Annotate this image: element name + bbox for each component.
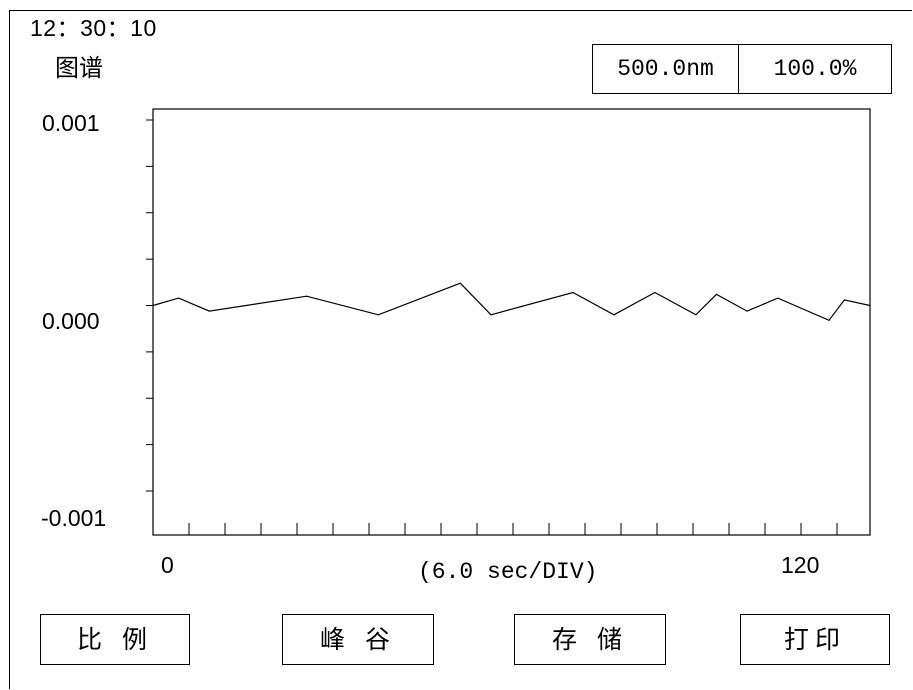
data-point: [208, 310, 210, 312]
y-tick-label-top: 0.001: [42, 110, 100, 136]
data-point: [178, 297, 180, 299]
data-point: [306, 295, 308, 297]
clock-time: 12：30：10: [30, 15, 157, 41]
data-point: [869, 304, 871, 307]
percent-readout: 100.0%: [773, 56, 857, 82]
data-series-line: [152, 282, 871, 322]
save-button[interactable]: 存 储: [514, 614, 666, 665]
data-point: [777, 297, 779, 299]
data-point: [377, 314, 379, 316]
wavelength-readout: 500.0nm: [593, 45, 739, 93]
data-point: [828, 319, 830, 321]
window-frame: [9, 10, 912, 689]
data-point: [572, 291, 574, 294]
plot-area-border: [152, 108, 871, 536]
x-axis-unit-label: (6.0 sec/DIV): [418, 559, 598, 585]
x-tick-label-end: 120: [781, 552, 820, 578]
data-point: [746, 310, 748, 312]
ratio-button[interactable]: 比 例: [40, 614, 190, 665]
print-button[interactable]: 打印: [740, 614, 890, 665]
x-axis-ticks: [188, 523, 838, 535]
data-point: [490, 314, 492, 316]
y-tick-label-mid: 0.000: [42, 308, 100, 334]
data-point: [152, 304, 154, 307]
y-axis-ticks: [146, 119, 153, 492]
data-point: [843, 299, 845, 301]
data-point: [654, 291, 656, 294]
data-point: [715, 293, 717, 295]
y-tick-label-bottom: -0.001: [41, 505, 107, 531]
data-point: [695, 314, 697, 316]
readout-panel: 500.0nm 100.0%: [592, 44, 892, 94]
peak-valley-button[interactable]: 峰 谷: [282, 614, 434, 665]
data-points: [152, 282, 871, 321]
data-point: [459, 282, 461, 284]
mode-title: 图谱: [55, 54, 103, 82]
data-point: [613, 314, 615, 316]
x-tick-label-start: 0: [161, 552, 174, 578]
